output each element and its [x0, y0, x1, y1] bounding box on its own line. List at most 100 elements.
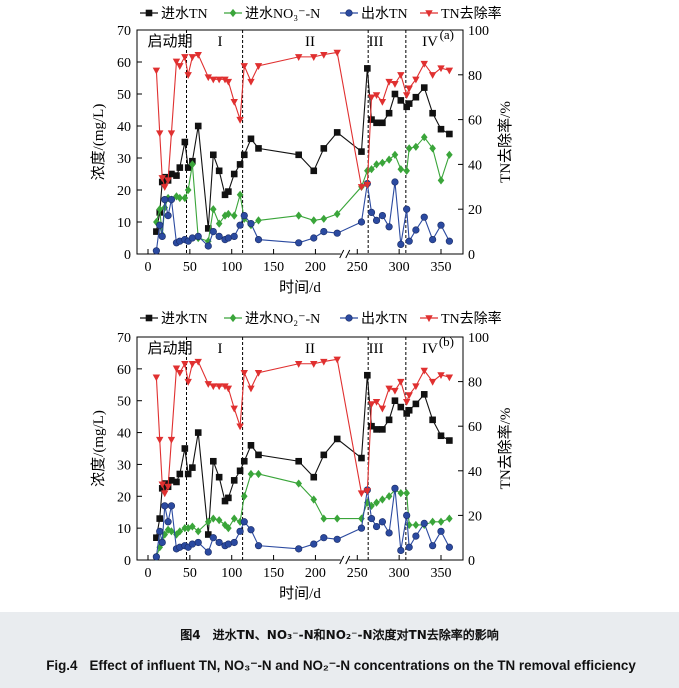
data-point-inf-no: [412, 142, 420, 151]
data-point-tn-removal: [247, 385, 255, 393]
data-point-tn-removal: [420, 60, 428, 68]
data-point-tn-removal: [221, 383, 229, 391]
data-point-inf-tn: [379, 119, 386, 127]
data-point-tn-removal: [391, 81, 399, 88]
data-point-tn-removal: [172, 365, 181, 373]
data-point-tn-removal: [363, 181, 372, 189]
data-point-eff-tn: [158, 538, 166, 547]
data-point-tn-removal: [161, 490, 169, 498]
y-tick-label-30: 30: [117, 458, 131, 473]
data-point-inf-tn: [204, 225, 212, 232]
data-point-inf-no: [240, 492, 248, 501]
data-point-tn-removal: [172, 58, 181, 66]
axis-break-mask: [340, 556, 349, 564]
data-point-tn-removal: [397, 72, 405, 79]
legend-label-tn-removal: TN去除率: [441, 5, 502, 22]
y2-tick-label-80: 80: [468, 376, 482, 391]
data-point-inf-no: [156, 205, 164, 214]
data-point-tn-removal: [378, 98, 387, 106]
data-point-tn-removal: [204, 74, 212, 82]
data-point-eff-tn: [403, 205, 411, 213]
data-point-tn-removal: [176, 63, 184, 70]
data-point-eff-tn: [357, 524, 366, 532]
x-tick-label-350: 350: [431, 260, 452, 275]
chart-panel-b: 进水TN 进水NO₂⁻-N 出水TN TN去除率 0 10 20 30 40 50 60 70 0 20 4…: [90, 310, 514, 602]
data-point-eff-tn: [445, 543, 453, 551]
data-point-eff-tn: [158, 232, 166, 240]
data-point-inf-tn: [310, 167, 318, 175]
data-point-tn-removal: [254, 63, 263, 70]
data-point-tn-removal: [445, 67, 454, 75]
data-point-tn-removal: [367, 94, 376, 102]
x-axis-label: 时间/d: [279, 279, 321, 296]
figure-canvas: 进水TN 进水NO₃⁻-N 出水TN TN去除率 0 10 20 30 40 50 60 70 0 20 4…: [90, 5, 514, 602]
data-point-inf-tn: [420, 84, 428, 91]
data-point-eff-tn: [378, 212, 387, 220]
data-point-inf-no: [403, 489, 410, 498]
data-point-eff-tn: [385, 223, 393, 231]
y-tick-label-10: 10: [117, 216, 131, 231]
data-point-eff-tn: [164, 212, 172, 220]
data-point-tn-removal: [247, 78, 255, 86]
data-point-inf-no: [255, 216, 262, 225]
y-tick-label-20: 20: [117, 184, 131, 199]
data-point-inf-tn: [230, 170, 238, 178]
data-point-eff-tn: [164, 518, 172, 526]
data-point-inf-no: [189, 160, 196, 169]
data-point-inf-tn: [236, 467, 244, 475]
data-point-tn-removal: [164, 483, 172, 491]
data-point-eff-tn: [412, 226, 420, 234]
data-point-inf-tn: [364, 65, 371, 72]
data-point-inf-tn: [221, 191, 229, 199]
data-point-tn-removal: [158, 481, 166, 489]
data-point-eff-tn: [204, 548, 212, 556]
x-tick-label-150: 150: [263, 260, 284, 275]
data-point-tn-removal: [363, 488, 372, 495]
data-point-tn-removal: [405, 392, 413, 400]
data-point-inf-tn: [209, 457, 217, 465]
data-point-inf-no: [230, 514, 238, 523]
data-point-tn-removal: [310, 361, 318, 368]
data-point-inf-tn: [358, 148, 365, 155]
data-point-inf-tn: [240, 457, 248, 465]
data-point-inf-no: [385, 155, 393, 164]
data-point-tn-removal: [188, 54, 197, 61]
data-point-eff-tn: [156, 527, 164, 535]
y2-tick-label-0: 0: [468, 248, 475, 263]
data-point-inf-tn: [184, 470, 192, 478]
data-point-eff-tn: [236, 221, 244, 229]
data-point-eff-tn: [405, 237, 413, 245]
data-point-eff-tn: [194, 538, 202, 547]
data-point-eff-tn: [320, 534, 328, 542]
legend-marker-inf-no: [229, 313, 237, 323]
data-point-tn-removal: [254, 369, 263, 377]
data-point-eff-tn: [209, 534, 217, 542]
data-point-inf-tn: [358, 454, 365, 462]
axis-break-mark: [339, 249, 345, 259]
data-point-inf-tn: [446, 130, 453, 138]
data-point-eff-tn: [194, 232, 202, 240]
data-point-eff-tn: [403, 511, 411, 520]
data-point-inf-no: [320, 514, 328, 523]
data-point-eff-tn: [429, 542, 437, 550]
data-point-eff-tn: [397, 240, 405, 248]
y2-tick-label-60: 60: [468, 114, 482, 129]
data-point-inf-tn: [168, 170, 175, 178]
data-point-tn-removal: [333, 49, 341, 57]
data-point-tn-removal: [391, 387, 399, 395]
data-point-tn-removal: [372, 398, 381, 406]
data-point-tn-removal: [437, 65, 445, 73]
phase-label-iv: IV: [422, 341, 438, 357]
x-tick-label-100: 100: [221, 566, 242, 581]
data-point-tn-removal: [164, 177, 172, 185]
data-point-tn-removal: [209, 76, 217, 84]
x-tick-label-200: 200: [305, 566, 326, 581]
data-point-inf-tn: [391, 397, 399, 405]
data-point-inf-no: [225, 524, 232, 533]
data-point-eff-tn: [161, 196, 169, 204]
data-point-eff-tn: [367, 514, 376, 523]
data-point-tn-removal: [236, 116, 244, 124]
caption-en-label: Fig.4: [46, 658, 78, 673]
data-point-eff-tn: [367, 208, 376, 216]
data-point-tn-removal: [367, 401, 376, 408]
